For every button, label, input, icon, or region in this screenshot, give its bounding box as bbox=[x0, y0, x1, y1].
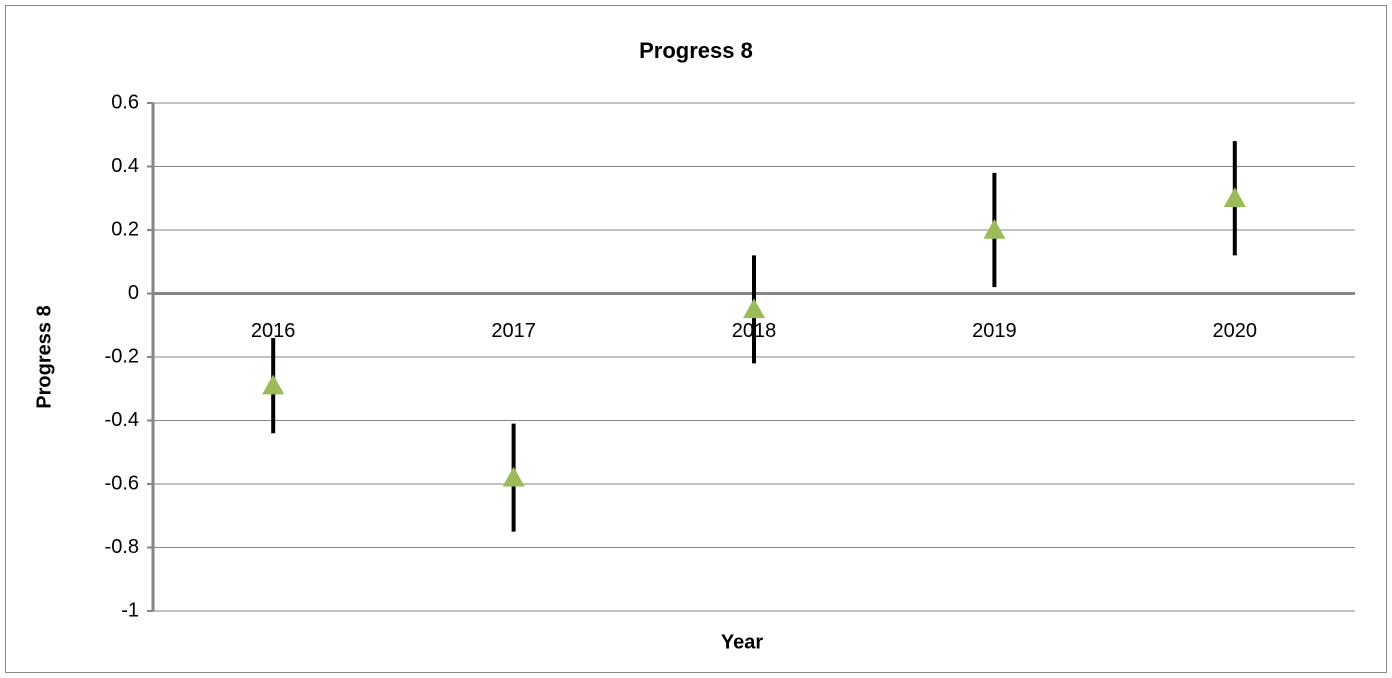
y-tick-label: -0.6 bbox=[105, 472, 139, 494]
y-tick-label: 0.2 bbox=[111, 218, 139, 240]
marker bbox=[262, 374, 285, 395]
y-tick-label: 0.6 bbox=[111, 91, 139, 113]
marker bbox=[1223, 187, 1246, 208]
x-axis-label: Year bbox=[721, 631, 763, 653]
marker bbox=[983, 219, 1006, 239]
x-tick-label: 2019 bbox=[972, 320, 1017, 342]
y-tick-label: -0.4 bbox=[105, 409, 139, 431]
y-axis-label: Progress 8 bbox=[33, 305, 55, 408]
x-tick-label: 2020 bbox=[1213, 320, 1258, 342]
marker bbox=[502, 466, 525, 487]
chart-title: Progress 8 bbox=[639, 38, 753, 63]
marker bbox=[743, 298, 765, 319]
chart-border bbox=[5, 5, 1387, 673]
y-tick-label: -0.8 bbox=[105, 536, 139, 558]
y-tick-label: -1 bbox=[121, 599, 139, 621]
y-tick-label: 0.4 bbox=[111, 155, 139, 177]
y-tick-label: -0.2 bbox=[105, 345, 139, 367]
y-tick-label: 0 bbox=[128, 282, 139, 304]
x-tick-label: 2016 bbox=[251, 320, 296, 342]
x-tick-label: 2017 bbox=[491, 320, 536, 342]
